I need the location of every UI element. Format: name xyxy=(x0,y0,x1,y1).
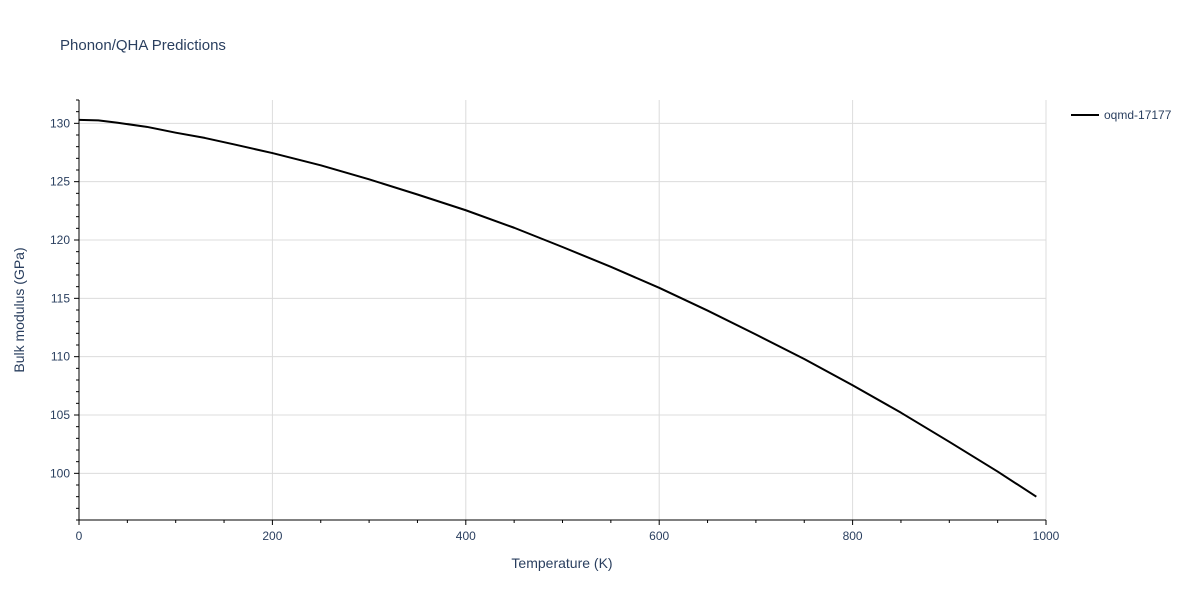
y-tick-label: 100 xyxy=(50,466,70,480)
y-tick-label: 115 xyxy=(51,291,70,305)
chart-title: Phonon/QHA Predictions xyxy=(60,37,226,54)
series-layer xyxy=(78,118,1037,498)
y-tick-label: 130 xyxy=(50,116,70,130)
x-tick-label: 800 xyxy=(843,529,863,543)
x-axis-title: Temperature (K) xyxy=(511,555,612,571)
y-tick-label: 125 xyxy=(50,175,70,189)
axes: 0 200 400 600 800 1000 100 105 110 115 120 125 130 xyxy=(50,99,1060,543)
x-tick-label: 1000 xyxy=(1033,529,1060,543)
legend-label-oqmd-17177: oqmd-17177 xyxy=(1104,108,1172,122)
y-tick-label: 105 xyxy=(50,408,70,422)
x-tick-label: 400 xyxy=(456,529,476,543)
x-tick-label: 600 xyxy=(649,529,669,543)
x-tick-label: 0 xyxy=(76,529,83,543)
y-axis-title: Bulk modulus (GPa) xyxy=(11,247,27,372)
series-line-oqmd-17177[interactable] xyxy=(78,118,1037,498)
y-tick-label: 120 xyxy=(50,233,70,247)
x-tick-label: 200 xyxy=(262,529,282,543)
y-tick-label: 110 xyxy=(51,350,70,364)
gridlines xyxy=(79,100,1047,520)
legend[interactable]: oqmd-17177 xyxy=(1071,108,1172,122)
